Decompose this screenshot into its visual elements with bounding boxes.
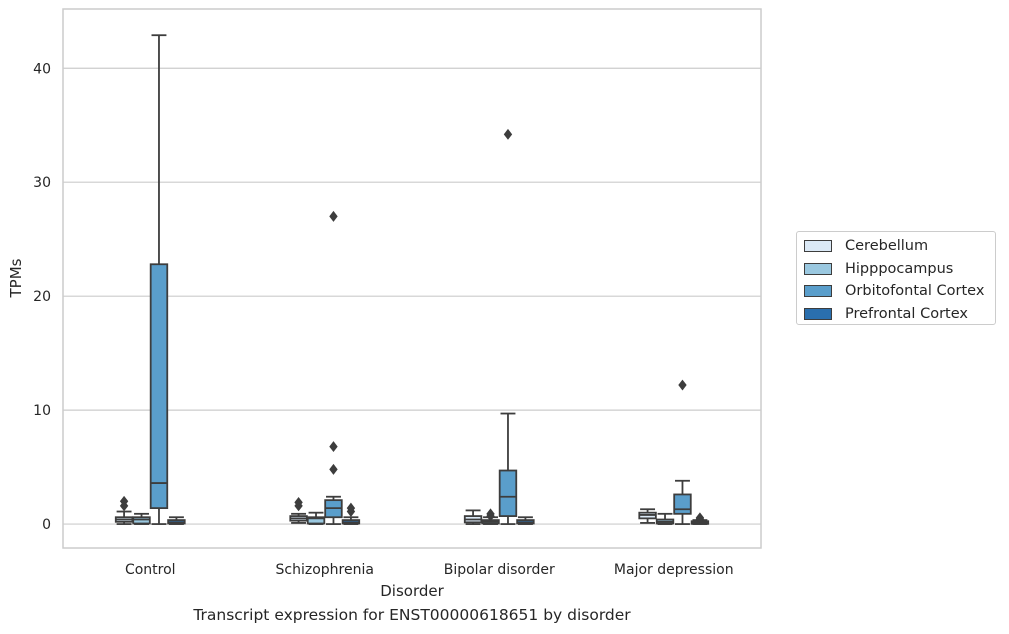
legend-swatch — [804, 262, 832, 275]
iqr-box — [673, 493, 692, 515]
box-1-2 — [481, 508, 500, 525]
y-tick-label: 30 — [33, 175, 51, 191]
legend-label: Prefrontal Cortex — [845, 306, 968, 323]
outlier-point — [503, 128, 513, 140]
legend: Cerebellum Hipppocampus Orbitofontal Corte… — [796, 231, 996, 325]
outlier-point — [678, 379, 687, 391]
x-axis-title: Disorder — [380, 582, 444, 600]
x-tick-label: Bipolar disorder — [444, 562, 555, 578]
legend-label: Hipppocampus — [845, 260, 954, 277]
figure-caption: Transcript expression for ENST0000061865… — [193, 606, 631, 624]
iqr-box — [149, 263, 169, 510]
outlier-point — [695, 512, 705, 524]
box-1-1 — [306, 511, 326, 525]
y-tick-label: 0 — [42, 517, 51, 533]
box-0-0 — [114, 495, 134, 525]
outlier-point — [119, 495, 129, 507]
box-0-1 — [289, 496, 308, 524]
legend-swatch — [804, 240, 832, 253]
outlier-point — [346, 502, 356, 514]
x-tick-label: Major depression — [614, 562, 734, 578]
x-tick-label: Schizophrenia — [276, 562, 374, 578]
y-tick-label: 20 — [33, 289, 51, 305]
box-3-2 — [516, 516, 535, 525]
legend-swatch — [804, 308, 832, 321]
legend-label: Cerebellum — [845, 238, 929, 255]
box-2-2 — [498, 128, 518, 525]
legend-item: Cerebellum — [804, 235, 995, 258]
box-2-3 — [673, 379, 692, 525]
iqr-box — [498, 469, 518, 517]
box-2-0 — [149, 34, 169, 525]
outlier-point — [329, 441, 338, 453]
y-tick-label: 10 — [33, 403, 51, 419]
legend-item: Hipppocampus — [804, 258, 995, 281]
y-axis-title: TPMs — [7, 258, 25, 298]
outlier-point — [329, 210, 338, 222]
box-1-0 — [132, 512, 151, 525]
x-tick-labels: Control Schizophrenia Bipolar disorder Majo… — [125, 562, 734, 578]
grid-lines — [63, 67, 761, 525]
iqr-box — [306, 516, 326, 525]
legend-label: Orbitofontal Cortex — [845, 283, 985, 300]
box-0-2 — [463, 509, 483, 525]
box-1-3 — [655, 512, 675, 525]
box-3-3 — [690, 512, 710, 525]
box-0-3 — [638, 508, 657, 524]
legend-swatch — [804, 285, 832, 298]
box-2-1 — [324, 210, 343, 525]
legend-item: Prefrontal Cortex — [804, 303, 995, 326]
outlier-point — [486, 508, 495, 520]
box-3-0 — [167, 516, 186, 525]
plot-frame — [62, 8, 762, 549]
box-plot-series — [114, 34, 710, 525]
y-tick-label: 40 — [33, 61, 51, 77]
outlier-point — [329, 463, 338, 475]
outlier-point — [294, 496, 303, 508]
x-tick-label: Control — [125, 562, 176, 578]
box-3-1 — [341, 502, 361, 525]
y-tick-labels: 0 10 20 30 40 — [33, 61, 51, 533]
legend-item: Orbitofontal Cortex — [804, 280, 995, 303]
